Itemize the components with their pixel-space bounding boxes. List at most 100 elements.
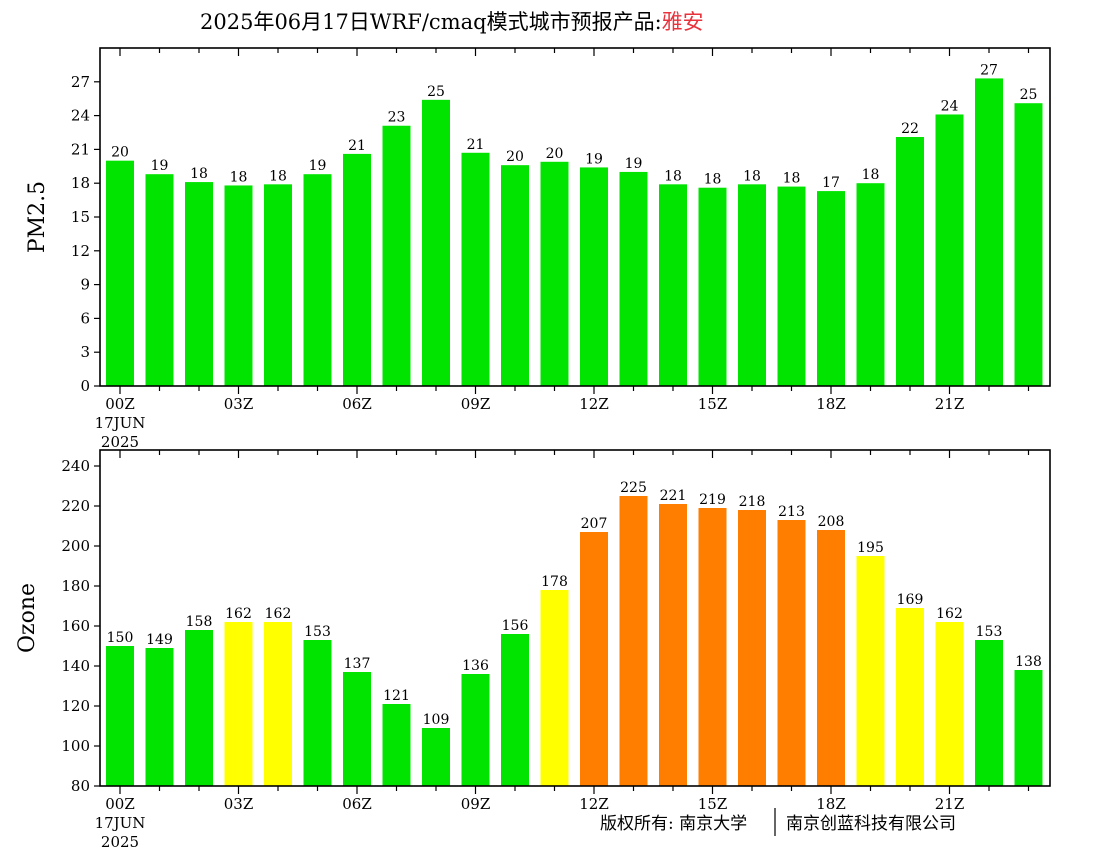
pm25-ytick-label: 15 [71, 208, 90, 226]
pm25-bar-label-21Z: 24 [941, 98, 959, 114]
ozone-bar-17Z [777, 520, 806, 786]
ozone-bar-23Z [1014, 670, 1043, 786]
ozone-bar-18Z [817, 530, 845, 786]
ozone-bar-07Z [382, 704, 411, 786]
pm25-bar-label-10Z: 20 [506, 149, 524, 165]
chart-title-prefix: 2025年06月17日WRF/cmaq模式城市预报产品: [200, 10, 662, 34]
pm25-bar-label-05Z: 19 [309, 158, 327, 174]
ozone-bar-label-00Z: 150 [107, 630, 134, 646]
pm25-bar-label-12Z: 19 [585, 151, 603, 167]
ozone-bar-10Z [501, 634, 529, 786]
pm25-bar-label-16Z: 18 [743, 168, 761, 184]
ozone-bar-19Z [856, 556, 885, 786]
ozone-bar-label-11Z: 178 [541, 574, 568, 590]
ozone-xtick-label-00Z: 00Z [105, 795, 135, 813]
pm25-bar-12Z [580, 167, 608, 386]
pm25-bar-17Z [777, 186, 806, 386]
ozone-bar-label-08Z: 109 [423, 712, 450, 728]
ozone-bar-06Z [343, 672, 371, 786]
ozone-bar-22Z [975, 640, 1003, 786]
ozone-bar-20Z [896, 608, 924, 786]
pm25-bar-21Z [935, 114, 964, 387]
pm25-bar-label-19Z: 18 [862, 167, 880, 183]
pm25-bar-label-13Z: 19 [625, 156, 643, 172]
ozone-date-line-2: 2025 [101, 833, 139, 850]
pm25-bar-label-09Z: 21 [467, 137, 485, 153]
pm25-bar-label-15Z: 18 [704, 172, 722, 188]
pm25-bar-20Z [896, 137, 924, 386]
ozone-bar-label-19Z: 195 [857, 540, 884, 556]
copyright-left: 版权所有: 南京大学 [600, 814, 747, 834]
copyright-right: 南京创蓝科技有限公司 [786, 814, 956, 834]
pm25-bar-label-20Z: 22 [901, 121, 919, 137]
ozone-ytick-label: 220 [61, 497, 90, 515]
pm25-ytick-label: 3 [80, 343, 90, 361]
pm25-bar-23Z [1014, 103, 1043, 386]
ozone-bar-label-06Z: 137 [344, 656, 371, 672]
ozone-bar-08Z [422, 728, 450, 786]
pm25-bar-08Z [422, 99, 450, 387]
pm25-bar-label-18Z: 17 [822, 175, 840, 191]
pm25-bar-label-14Z: 18 [664, 168, 682, 184]
ozone-bar-label-20Z: 169 [897, 592, 924, 608]
pm25-xtick-label-21Z: 21Z [935, 395, 965, 413]
ozone-bar-label-17Z: 213 [778, 504, 805, 520]
chart-title-city: 雅安 [662, 10, 704, 34]
ozone-xtick-label-09Z: 09Z [461, 795, 491, 813]
ozone-ytick-label: 80 [71, 777, 90, 795]
ozone-bar-label-04Z: 162 [265, 606, 292, 622]
ozone-bar-label-02Z: 158 [186, 614, 213, 630]
ozone-bar-09Z [461, 674, 490, 786]
ozone-bar-label-09Z: 136 [462, 658, 489, 674]
ozone-bar-16Z [738, 510, 766, 786]
ozone-bar-label-03Z: 162 [225, 606, 252, 622]
pm25-bar-label-04Z: 18 [269, 168, 287, 184]
pm25-xtick-label-09Z: 09Z [461, 395, 491, 413]
ozone-ytick-label: 160 [61, 617, 90, 635]
ozone-bar-label-18Z: 208 [818, 514, 845, 530]
ozone-ytick-label: 200 [61, 537, 90, 555]
pm25-bar-label-23Z: 25 [1020, 87, 1038, 103]
ozone-ytick-label: 140 [61, 657, 90, 675]
chart-title: 2025年06月17日WRF/cmaq模式城市预报产品:雅安 [200, 10, 704, 34]
pm25-ytick-label: 6 [80, 309, 90, 327]
pm25-bar-00Z [106, 160, 134, 386]
pm25-bar-11Z [540, 161, 569, 386]
ozone-bar-12Z [580, 532, 608, 786]
ozone-bar-04Z [264, 622, 292, 786]
ozone-plot-frame [99, 449, 1051, 787]
ozone-ytick-label: 180 [61, 577, 90, 595]
ozone-xtick-label-15Z: 15Z [698, 795, 728, 813]
ozone-xtick-label-12Z: 12Z [579, 795, 609, 813]
ozone-bar-label-16Z: 218 [739, 494, 766, 510]
pm25-bar-09Z [461, 152, 490, 386]
ozone-bar-05Z [303, 640, 332, 786]
pm25-xtick-label-00Z: 00Z [105, 395, 135, 413]
ozone-bar-label-21Z: 162 [936, 606, 963, 622]
pm25-xtick-label-18Z: 18Z [816, 395, 846, 413]
pm25-bar-19Z [856, 183, 885, 386]
pm25-bar-10Z [501, 165, 529, 386]
pm25-ytick-label: 12 [71, 242, 90, 260]
ozone-bar-01Z [145, 648, 174, 786]
pm25-bar-18Z [817, 191, 845, 386]
ozone-bar-label-01Z: 149 [146, 632, 173, 648]
ozone-panel: 150 149 158 162 162 153 137 121 109 136 156 178 207 2… [15, 449, 1051, 850]
ozone-bar-label-10Z: 156 [502, 618, 529, 634]
ozone-bar-21Z [935, 622, 964, 786]
pm25-xtick-label-03Z: 03Z [224, 395, 254, 413]
pm25-xtick-label-06Z: 06Z [342, 395, 372, 413]
pm25-ytick-label: 27 [71, 73, 90, 91]
ozone-bar-label-07Z: 121 [383, 688, 410, 704]
ozone-ytick-label: 100 [61, 737, 90, 755]
pm25-bar-label-22Z: 27 [980, 62, 998, 78]
pm25-ytick-label: 18 [71, 174, 90, 192]
pm25-bar-03Z [224, 185, 253, 386]
ozone-y-axis-title: Ozone [15, 583, 40, 653]
pm25-bar-22Z [975, 78, 1003, 387]
ozone-bar-label-15Z: 219 [699, 492, 726, 508]
pm25-bar-04Z [264, 184, 292, 386]
pm25-panel: 20 19 18 18 18 19 21 23 25 21 20 20 19 19 18 18 18 18 17 18… [25, 47, 1051, 451]
pm25-bar-label-01Z: 19 [151, 158, 169, 174]
ozone-xtick-label-03Z: 03Z [224, 795, 254, 813]
